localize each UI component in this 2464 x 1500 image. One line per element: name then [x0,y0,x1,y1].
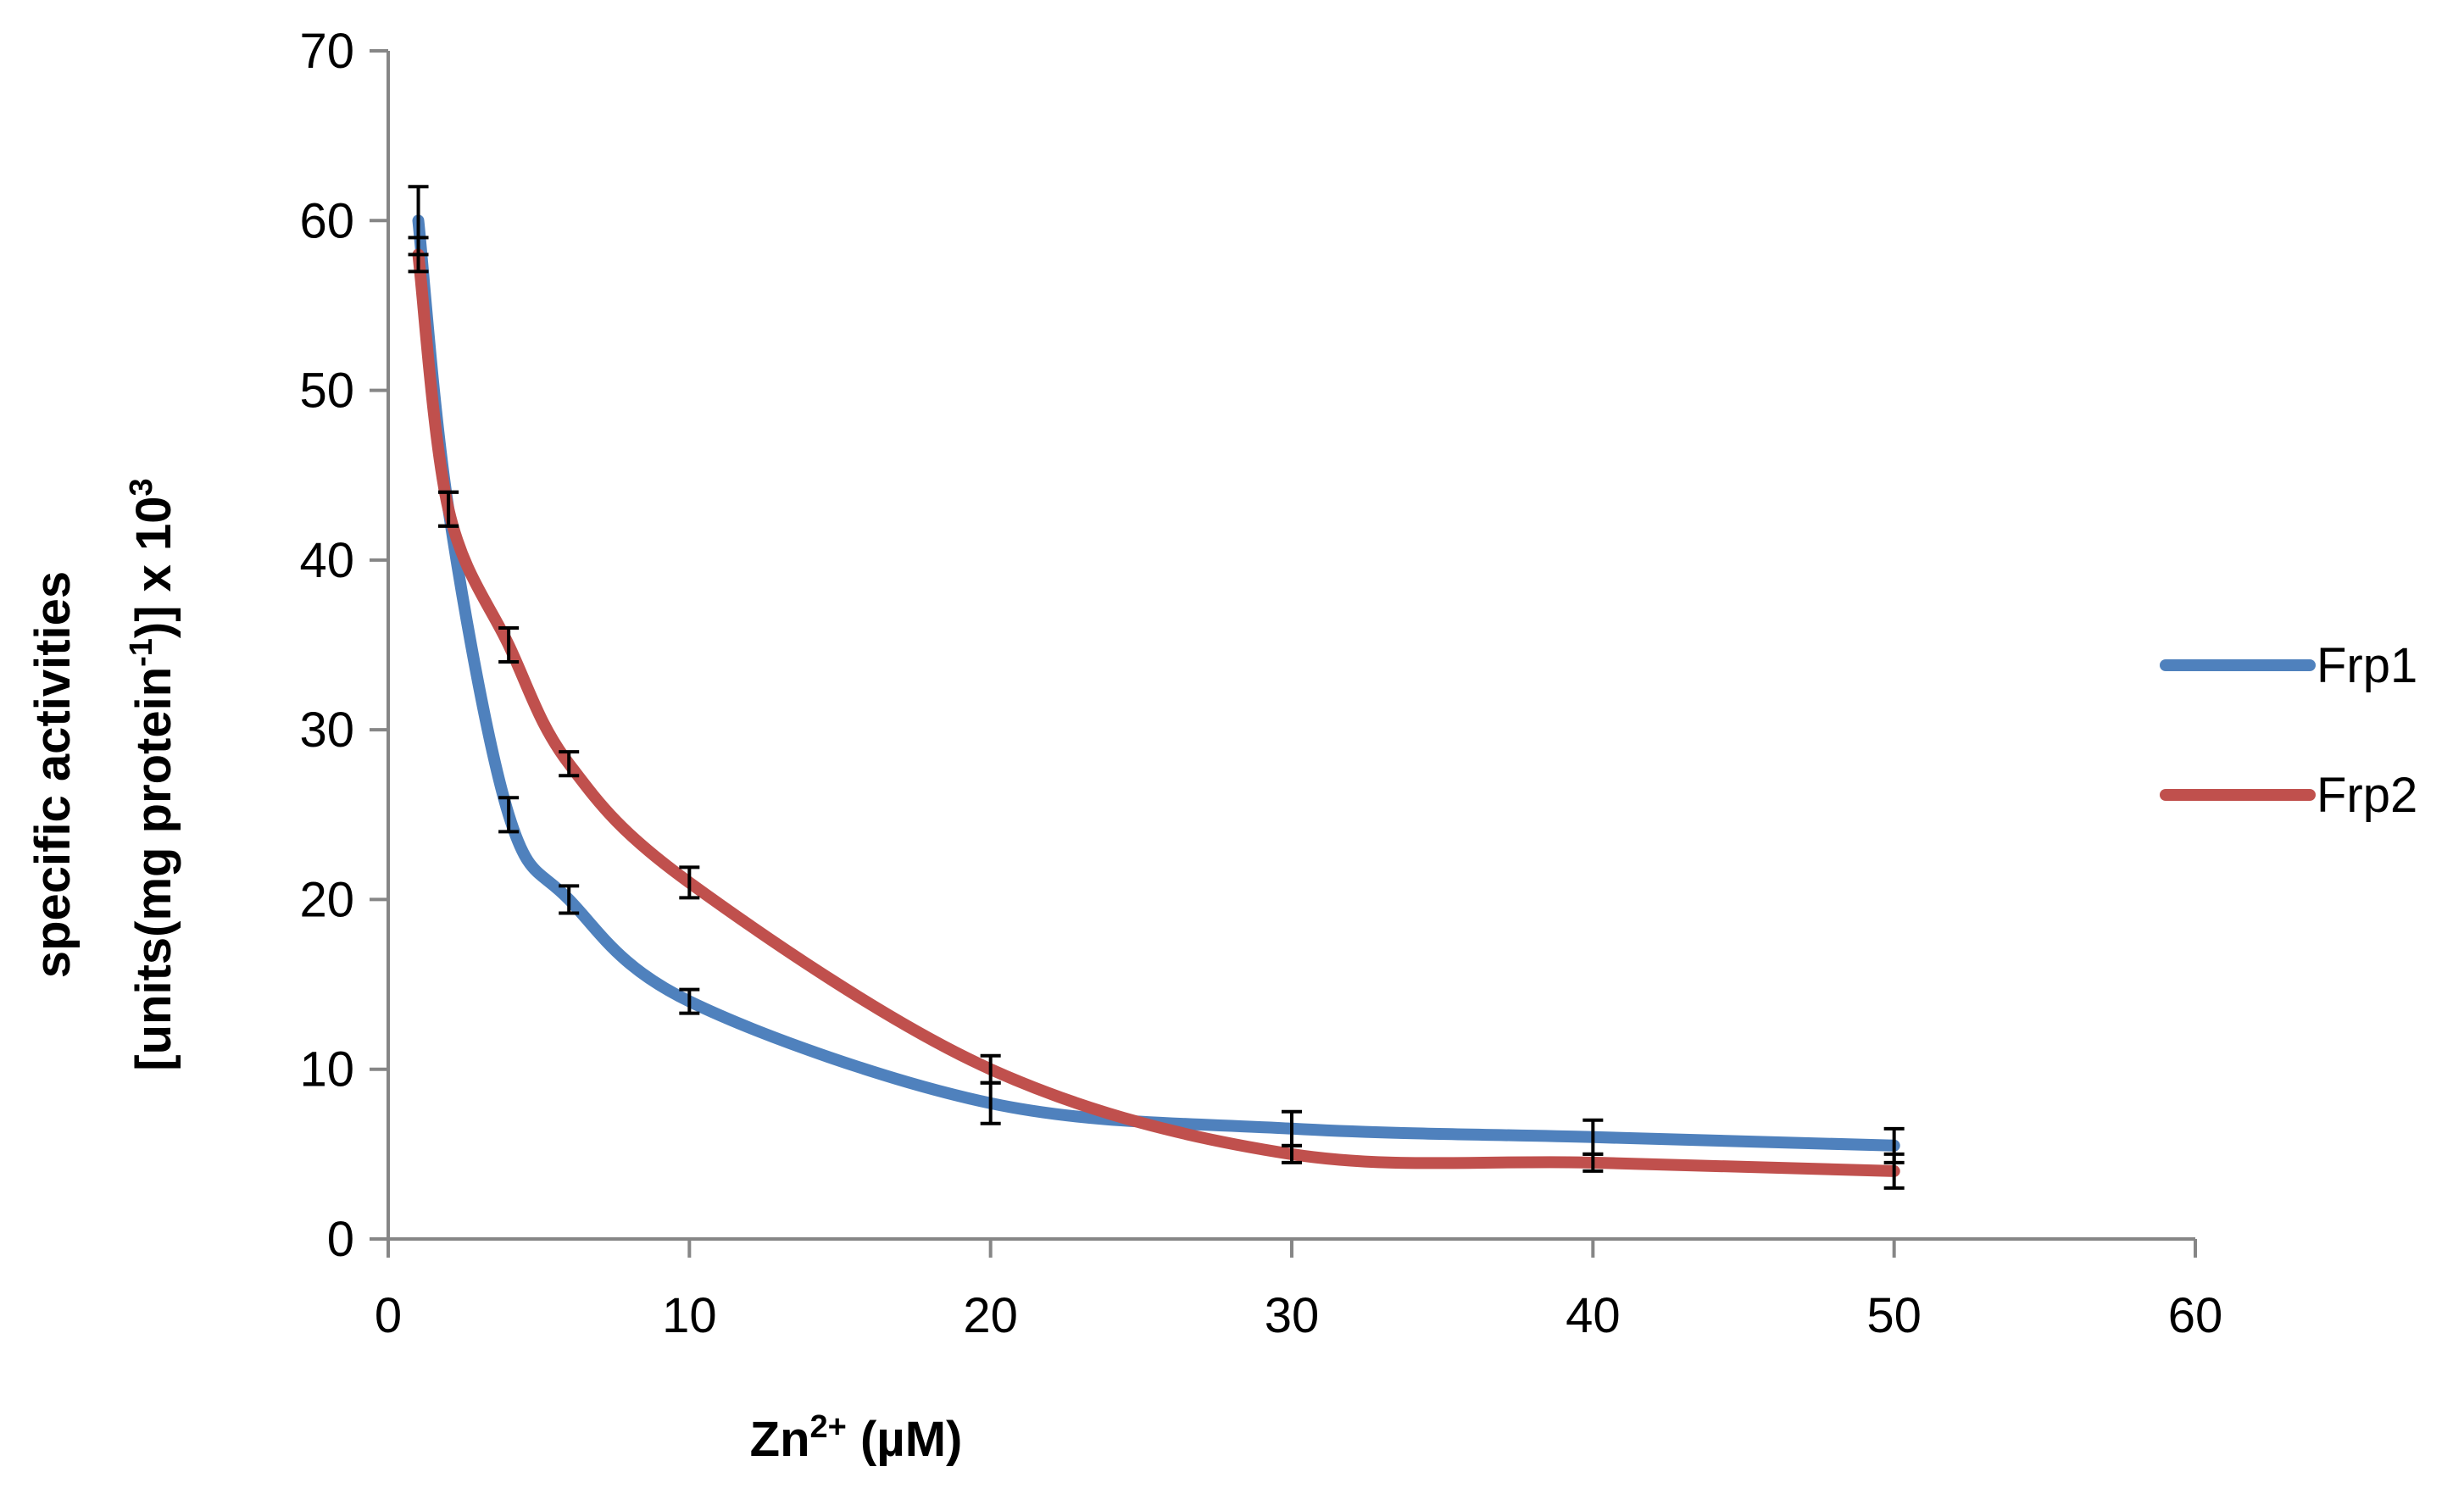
y-axis-title-line1: specific activities [25,571,81,978]
y-tick-label: 20 [299,872,354,927]
series-line-frp2 [412,248,1900,1177]
error-bar-frp2 [679,865,700,900]
error-bar-frp2 [1883,1152,1905,1190]
legend-item-frp2: Frp2 [2160,768,2417,823]
error-bar-frp2 [498,625,520,664]
error-bar-frp1 [679,987,700,1015]
y-tick-label: 60 [299,193,354,248]
error-bars [408,185,1905,1190]
y-tick-label: 0 [327,1212,354,1267]
error-bar-frp2 [980,1053,1001,1085]
y-tick-label: 50 [299,364,354,419]
y-tick-label: 30 [299,703,354,758]
x-tick-label: 20 [963,1288,1018,1343]
x-tick-label: 10 [662,1288,717,1343]
error-bar-frp2 [408,236,429,274]
x-tick-label: 40 [1566,1288,1621,1343]
legend-item-frp1: Frp1 [2160,638,2417,693]
x-axis-title: Zn2+ (µM) [750,1409,963,1467]
error-bar-frp2 [559,750,580,778]
x-tick-label: 30 [1265,1288,1320,1343]
y-tick-label: 10 [299,1042,354,1097]
error-bar-frp2 [1582,1152,1604,1173]
y-tick-label: 40 [299,533,354,588]
x-axis: 0 10 20 30 40 50 60 [375,1237,2223,1343]
y-axis: 0 10 20 30 40 50 60 70 [299,24,390,1267]
y-axis-title-line2: [units(mg protein-1)] x 103 [124,478,181,1070]
series-line-frp1 [412,214,1900,1152]
error-bar-frp1 [498,796,520,834]
series-lines [412,214,1900,1177]
legend-label: Frp2 [2317,768,2417,823]
error-bar-frp2 [438,490,459,528]
y-tick-label: 70 [299,24,354,79]
y-axis-title: specific activities [units(mg protein-1)… [25,478,181,1070]
x-tick-label: 60 [2168,1288,2223,1343]
legend-label: Frp1 [2317,638,2417,693]
x-tick-label: 50 [1866,1288,1922,1343]
legend: Frp1 Frp2 [2160,638,2417,823]
error-bar-frp1 [559,884,580,915]
error-bar-frp2 [1282,1143,1302,1164]
x-tick-label: 0 [375,1288,402,1343]
